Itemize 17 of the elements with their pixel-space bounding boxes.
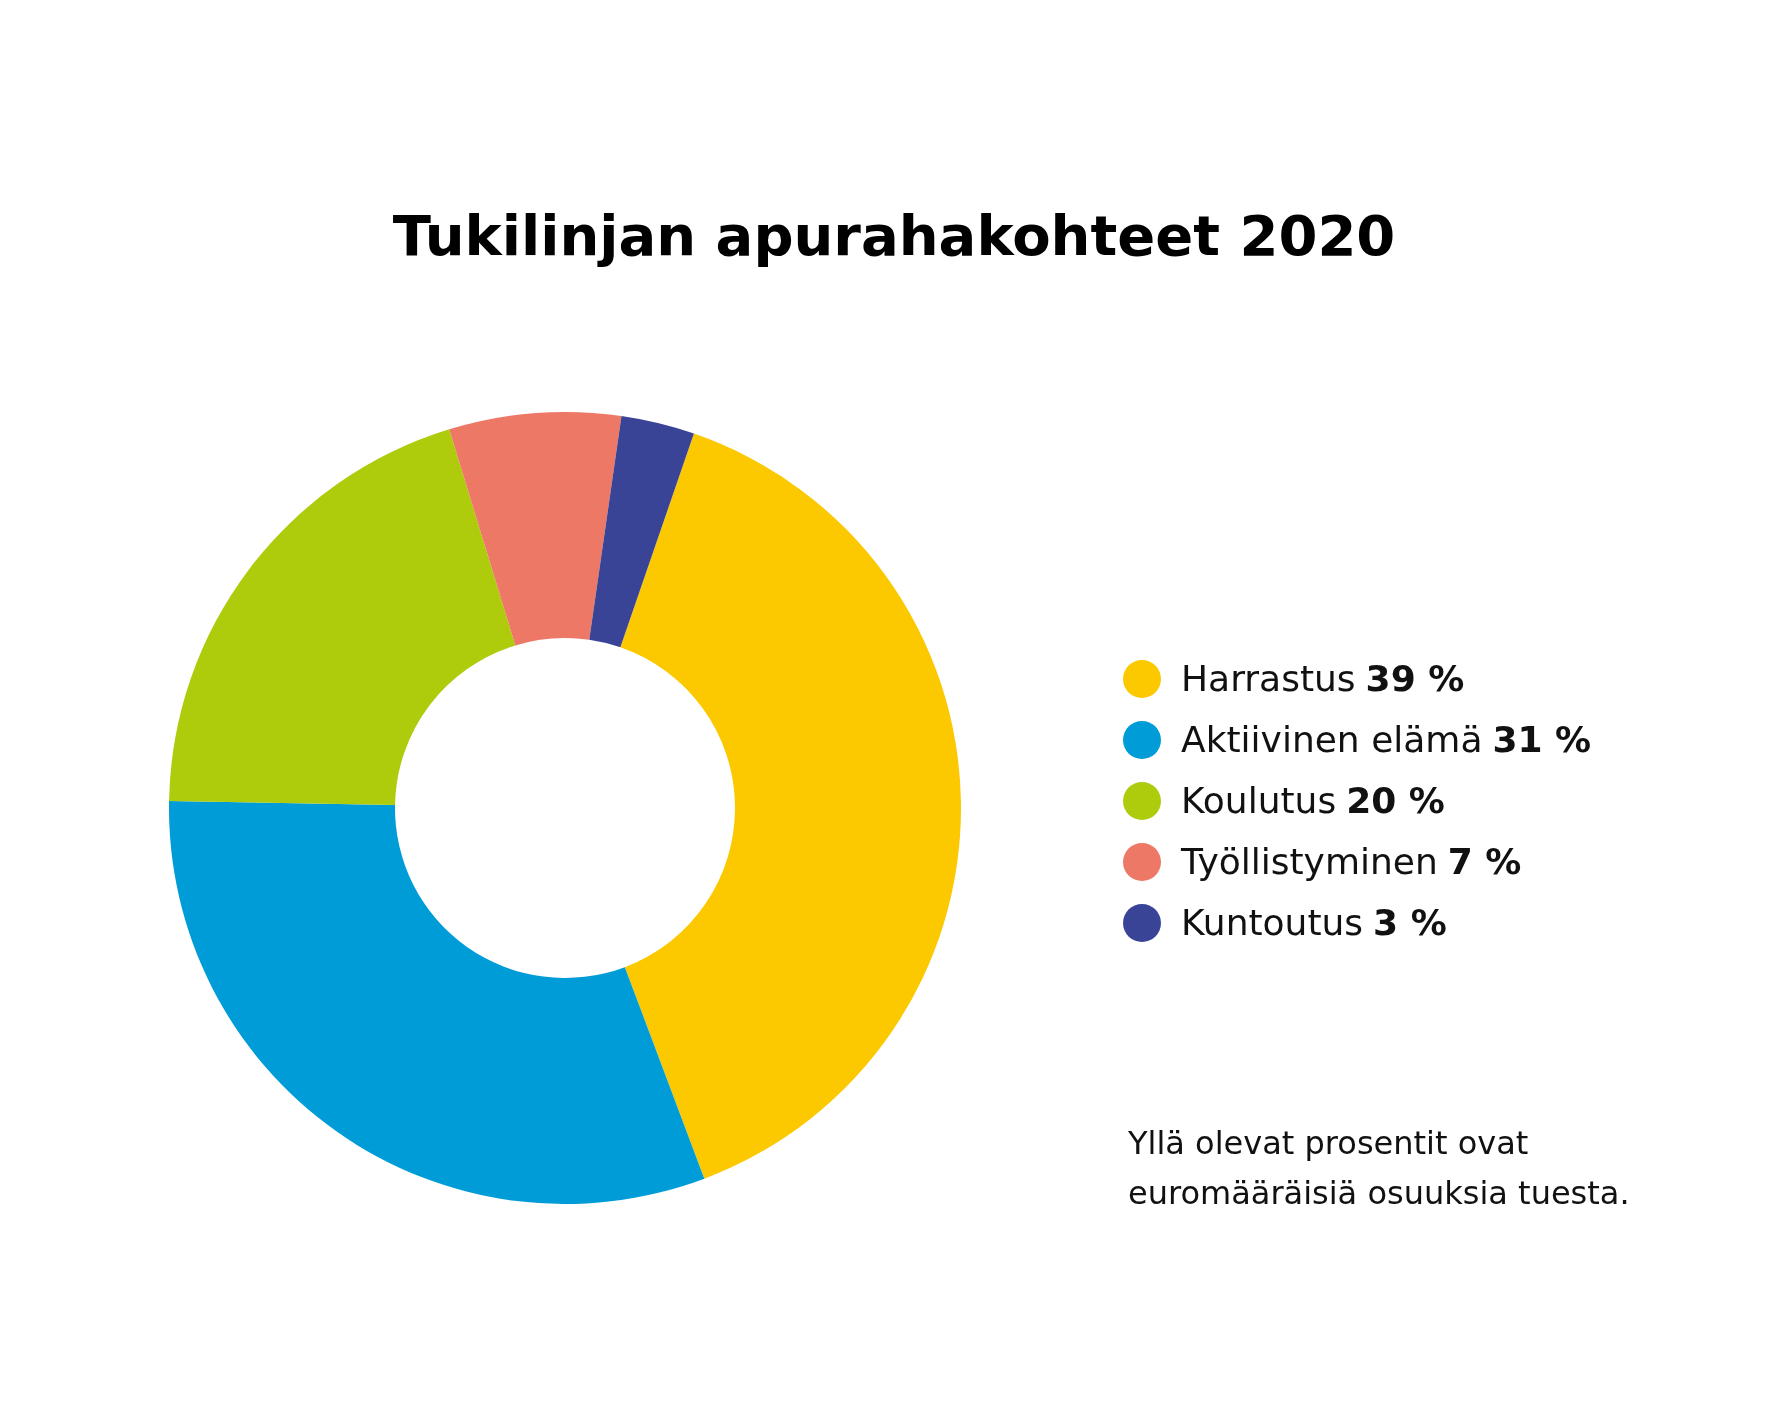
legend-label: Kuntoutus bbox=[1181, 902, 1364, 943]
donut-slice bbox=[169, 429, 516, 806]
legend-label: Aktiivinen elämä bbox=[1181, 719, 1483, 760]
donut-slice bbox=[169, 801, 705, 1204]
legend-label: Koulutus bbox=[1181, 780, 1337, 821]
donut-slice bbox=[589, 416, 694, 648]
donut-slice bbox=[449, 412, 622, 646]
donut-slice bbox=[620, 433, 961, 1179]
data-label: 31 % bbox=[1492, 719, 1592, 760]
legend-label: Harrastus bbox=[1181, 658, 1356, 699]
text: Yllä olevat prosentit ovat euromääräisiä osuuksia tuesta. bbox=[1128, 1123, 1631, 1214]
legend-label: Työllistyminen bbox=[1181, 841, 1438, 882]
data-label: 20 % bbox=[1346, 780, 1445, 821]
data-label: 3 % bbox=[1373, 902, 1447, 943]
chart-title: Tukilinjan apurahakohteet 2020 bbox=[391, 203, 1397, 268]
data-label: 7 % bbox=[1447, 841, 1522, 882]
data-label: 39 % bbox=[1365, 658, 1465, 699]
